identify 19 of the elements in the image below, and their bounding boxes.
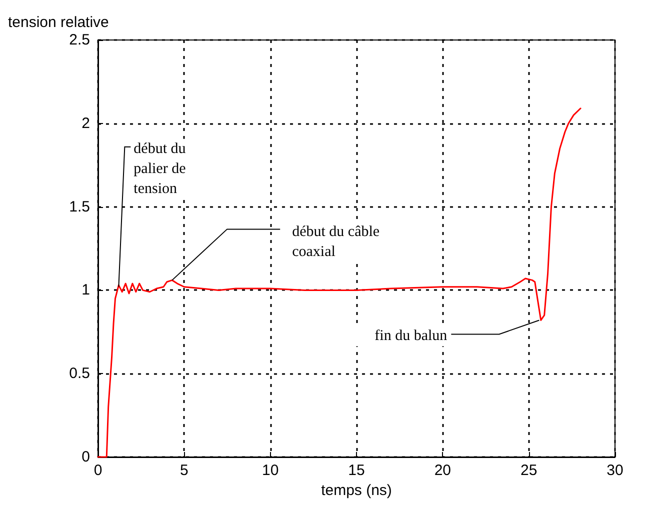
x-tick-label: 15 [348,462,365,479]
y-axis-title: tension relative [8,14,109,31]
annotation: fin du balun [374,328,448,344]
line-series [97,108,582,458]
y-tick-label: 1.5 [69,198,90,216]
x-tick-label: 5 [180,462,188,479]
y-tick-label: 2.5 [69,32,90,48]
annotation: début du câble coaxial [292,224,384,260]
x-tick-label: 20 [434,462,452,479]
x-tick-label: 30 [606,462,624,479]
y-tick-label: 0 [82,448,90,466]
x-axis-title: temps (ns) [321,482,392,499]
y-tick-label: 1 [82,282,90,299]
x-tick-label: 25 [520,462,538,479]
x-tick-label: 10 [262,462,279,479]
annotation: début du palier de tension [134,140,190,197]
y-tick-label: 0.5 [69,365,90,382]
x-tick-label: 0 [94,462,102,479]
y-tick-label: 2 [82,114,90,132]
